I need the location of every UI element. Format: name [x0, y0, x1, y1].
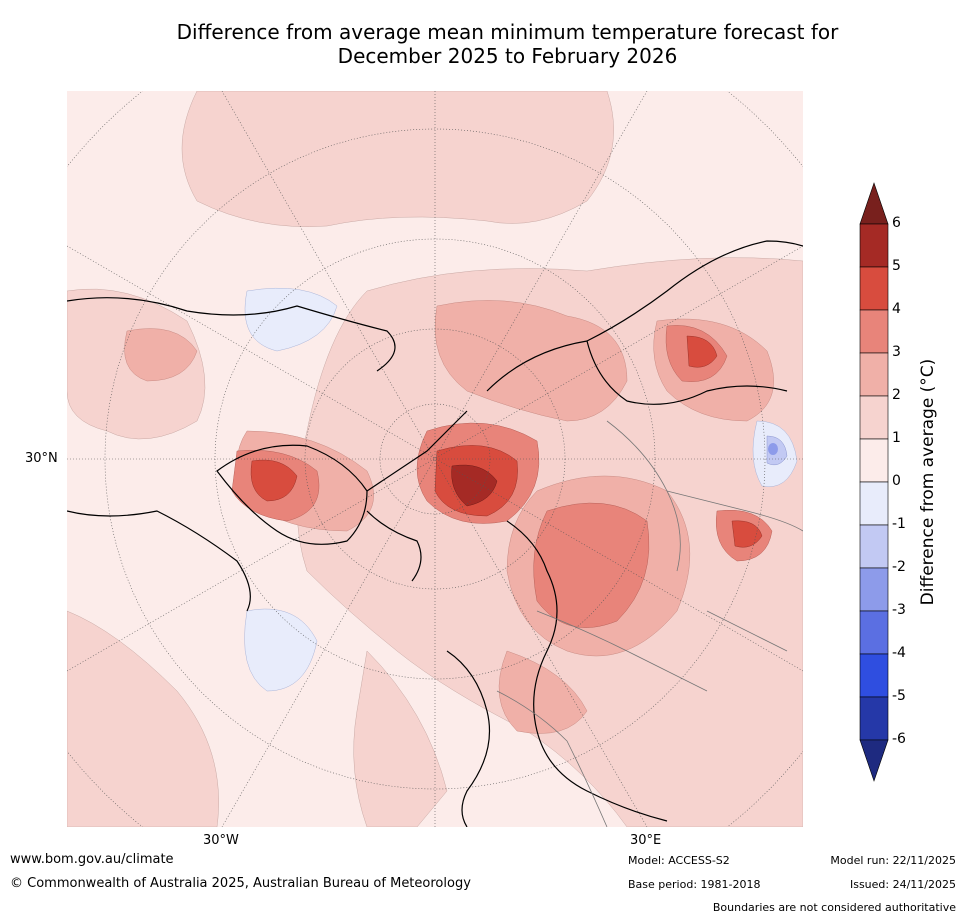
anomaly-layer-5-6 — [451, 464, 498, 507]
footer-base-period: Base period: 1981-2018 — [628, 878, 761, 891]
anomaly-layer-neg-2-3 — [768, 443, 778, 455]
colorbar-segment — [859, 653, 889, 698]
colorbar-segment — [859, 352, 889, 397]
colorbar — [859, 182, 889, 782]
colorbar-tick-label: -2 — [892, 559, 906, 575]
footer-issued: Issued: 24/11/2025 — [849, 878, 956, 891]
colorbar-over-arrow — [859, 182, 889, 225]
colorbar-tick-label: 1 — [892, 430, 901, 446]
title-line-1: Difference from average mean minimum tem… — [176, 20, 839, 44]
colorbar-tick-label: 5 — [892, 258, 901, 274]
colorbar-segment — [859, 223, 889, 268]
country-boundaries — [496, 420, 803, 827]
colorbar-under-arrow — [859, 739, 889, 782]
colorbar-tick-label: 6 — [892, 215, 901, 231]
footer-model: Model: ACCESS-S2 — [628, 854, 730, 867]
colorbar-tick-label: 4 — [892, 301, 901, 317]
colorbar-segment — [859, 481, 889, 526]
colorbar-tick-label: -1 — [892, 516, 906, 532]
coastlines — [67, 240, 803, 827]
colorbar-tick-label: 0 — [892, 473, 901, 489]
title-line-2: December 2025 to February 2026 — [337, 44, 678, 68]
graticule — [67, 91, 803, 827]
colorbar-tick-label: 3 — [892, 344, 901, 360]
colorbar-tick-label: 2 — [892, 387, 901, 403]
footer-disclaimer: Boundaries are not considered authoritat… — [712, 901, 956, 914]
footer-copyright: © Commonwealth of Australia 2025, Austra… — [10, 876, 471, 891]
colorbar-segment — [859, 309, 889, 354]
footer-model-run: Model run: 22/11/2025 — [830, 854, 956, 867]
lat-label-30n: 30°N — [25, 451, 58, 466]
lon-label-30e-text: 30°E — [630, 833, 662, 848]
colorbar-tick-label: -5 — [892, 688, 906, 704]
colorbar-tick-label: -6 — [892, 731, 906, 747]
colorbar-tick-label: -3 — [892, 602, 906, 618]
lon-label-30e: 30°E — [630, 833, 661, 848]
lon-label-30w-text: 30°W — [203, 833, 239, 848]
colorbar-segment — [859, 610, 889, 655]
chart-title: Difference from average mean minimum tem… — [60, 20, 955, 68]
colorbar-segment — [859, 266, 889, 311]
colorbar-segment — [859, 438, 889, 483]
lon-label-30w: 30°W — [203, 833, 239, 848]
anomaly-map — [67, 91, 803, 827]
footer-website[interactable]: www.bom.gov.au/climate — [10, 852, 174, 867]
colorbar-segment — [859, 696, 889, 741]
colorbar-segment — [859, 524, 889, 569]
colorbar-segment — [859, 395, 889, 440]
colorbar-tick-label: -4 — [892, 645, 906, 661]
colorbar-segment — [859, 567, 889, 612]
colorbar-title: Difference from average (°C) — [918, 358, 938, 606]
